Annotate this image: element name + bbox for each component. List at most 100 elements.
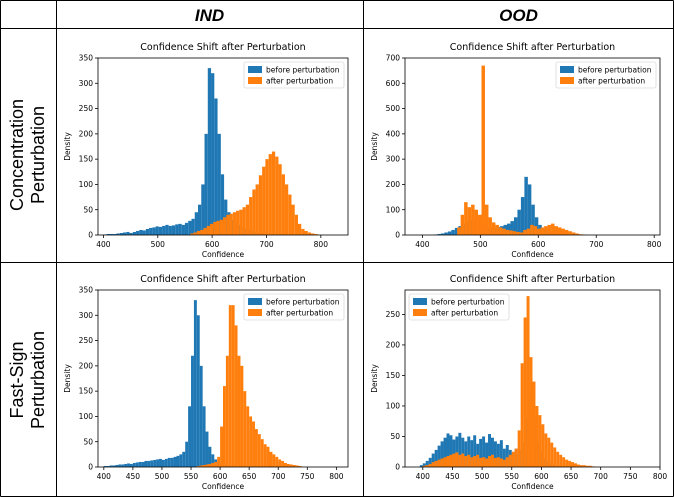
histogram-bar [278, 164, 282, 235]
histogram-bar [526, 228, 531, 235]
histogram-bar [437, 233, 441, 235]
histogram-bar [508, 454, 512, 467]
histogram-bar [434, 449, 438, 467]
y-tick-label: 50 [390, 432, 400, 441]
legend-box [555, 61, 657, 89]
histogram-bar [255, 184, 259, 235]
histogram-bar [476, 454, 480, 467]
histogram-bar [263, 444, 267, 467]
histogram-bar [428, 463, 432, 467]
row-header-fastsign-line1: Fast-Sign [7, 341, 27, 419]
histogram-bar [129, 232, 133, 235]
histogram-bar [481, 65, 485, 235]
histogram-bar [467, 454, 471, 467]
histogram-bar [467, 436, 471, 467]
histogram-bar [271, 151, 276, 235]
histogram-bar [502, 228, 506, 235]
histogram-bar [116, 233, 120, 235]
histogram-bar [544, 433, 548, 467]
x-tick-label: 400 [96, 240, 111, 249]
x-tick-label: 700 [259, 240, 274, 249]
histogram-bar [167, 457, 171, 467]
x-tick-label: 700 [594, 472, 609, 481]
histogram-bar [307, 232, 312, 235]
histogram-bar [126, 231, 130, 235]
histogram-bar [505, 445, 509, 467]
x-tick-label: 450 [126, 472, 141, 481]
x-tick-label: 600 [205, 240, 220, 249]
histogram-bar [538, 415, 542, 467]
histogram-bar [452, 453, 456, 467]
x-tick-label: 700 [271, 472, 286, 481]
histogram-bar [176, 455, 180, 467]
histogram-bar [142, 230, 146, 235]
histogram-bar [196, 315, 200, 467]
histogram-bar [170, 457, 174, 467]
histogram-bar [240, 365, 244, 467]
histogram-bar [493, 457, 497, 467]
histogram-bar [152, 227, 156, 235]
y-axis-label: Density [370, 132, 379, 161]
histogram-bar [159, 458, 162, 467]
legend: before perturbation after perturbation [408, 293, 510, 321]
histogram-bar [553, 447, 557, 467]
legend-swatch [248, 77, 262, 84]
histogram-bar [444, 232, 448, 235]
histogram-bar [207, 68, 212, 235]
histogram-bar [491, 222, 496, 235]
histogram-bar [217, 456, 221, 467]
y-tick-label: 350 [79, 54, 94, 63]
histogram-bar [193, 232, 197, 235]
histogram-bar [559, 454, 563, 467]
histogram-bar [458, 454, 462, 467]
legend: before perturbation after perturbation [243, 293, 345, 321]
histogram-bar [164, 458, 168, 467]
histogram-bar [496, 457, 500, 467]
y-tick-label: 100 [79, 180, 94, 189]
histogram-bar [292, 464, 296, 467]
histogram-bar [223, 386, 226, 467]
histogram-bar [511, 451, 515, 467]
row-header-fastsign: Fast-Sign Perturbation [7, 275, 51, 485]
histogram-bar [228, 305, 232, 467]
histogram-bar [490, 437, 494, 467]
histogram-bar [188, 406, 192, 467]
histogram-bar [541, 424, 545, 467]
histogram-bar [191, 218, 195, 235]
histogram-bar [505, 229, 510, 235]
histogram-bar [121, 464, 125, 467]
y-tick-label: 100 [79, 412, 94, 421]
histogram-bar [278, 459, 282, 467]
histogram-bar [473, 435, 477, 467]
histogram-bar [556, 451, 560, 467]
histogram-bar [551, 223, 555, 235]
histogram-bar [471, 204, 475, 235]
y-tick-label: 150 [386, 371, 401, 380]
histogram-bar [262, 166, 266, 235]
x-tick-label: 500 [475, 472, 490, 481]
legend-swatch [248, 66, 262, 73]
histogram-bar [562, 457, 566, 467]
histogram-bar [540, 227, 545, 235]
histogram-bar [561, 228, 565, 235]
histogram-bar [239, 209, 243, 235]
y-tick-label: 600 [386, 79, 401, 88]
histogram-bar [434, 460, 438, 467]
histogram-bar [301, 228, 305, 235]
histogram-bar [499, 458, 503, 467]
plot-frame [97, 57, 349, 236]
histogram-bar [236, 210, 240, 235]
y-tick-label: 250 [79, 336, 94, 345]
histogram-bar [529, 357, 533, 467]
histogram-bar [191, 355, 194, 467]
y-tick-label: 350 [79, 286, 94, 295]
histogram-bar [554, 226, 558, 235]
histogram-bar [275, 456, 279, 467]
series-after [457, 65, 586, 235]
histogram-bar [526, 296, 530, 467]
histogram-bar [499, 440, 503, 467]
histogram-bar [519, 232, 524, 235]
legend: before perturbation after perturbation [555, 61, 657, 89]
x-tick-label: 650 [242, 472, 257, 481]
legend-label: after perturbation [578, 77, 645, 86]
